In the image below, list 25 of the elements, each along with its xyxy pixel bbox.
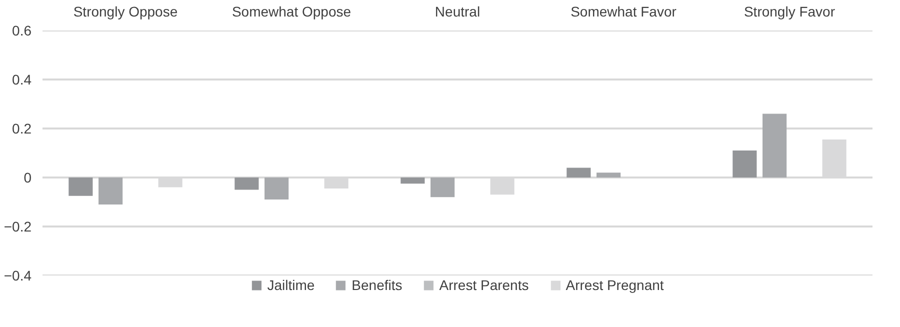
legend-label: Arrest Parents [439, 277, 529, 293]
bar [732, 150, 757, 178]
y-tick-label: 0 [24, 170, 32, 186]
bar [400, 178, 425, 184]
x-tick-label: Somewhat Oppose [232, 4, 352, 20]
x-tick-label: Neutral [434, 4, 480, 20]
y-tick-label: 0.4 [12, 72, 32, 88]
bar [566, 168, 591, 178]
y-tick-label: −0.2 [4, 218, 32, 234]
x-tick-label: Strongly Oppose [73, 4, 178, 20]
bar [234, 178, 259, 190]
bar [264, 178, 289, 200]
y-tick-label: 0.2 [12, 120, 32, 136]
legend-label: Jailtime [267, 277, 315, 293]
bar [98, 178, 123, 204]
bar [68, 178, 93, 196]
legend-label: Arrest Pregnant [566, 277, 664, 293]
bar [762, 114, 787, 178]
y-tick-label: −0.4 [4, 268, 32, 284]
x-tick-label: Strongly Favor [744, 4, 836, 20]
bar [596, 172, 621, 178]
legend-label: Benefits [352, 277, 402, 293]
y-tick-label: 0.6 [12, 22, 32, 38]
bar [430, 178, 455, 198]
x-tick-label: Somewhat Favor [570, 4, 677, 20]
